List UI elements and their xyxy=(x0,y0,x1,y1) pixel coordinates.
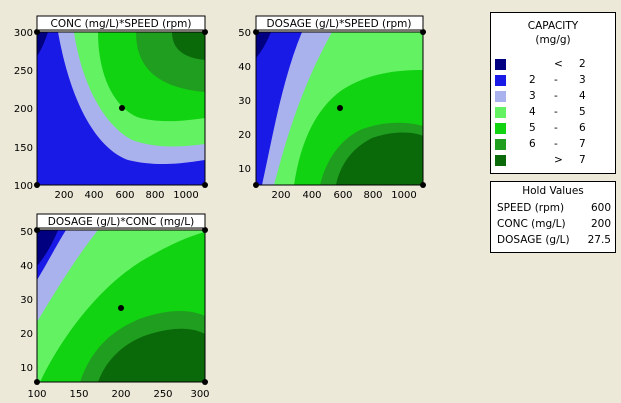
hold-label: CONC (mg/L) xyxy=(497,218,566,230)
plot-title: DOSAGE (g/L)*CONC (mg/L) xyxy=(48,216,194,228)
y-tick-label: 10 xyxy=(20,363,33,374)
x-tick-label: 600 xyxy=(115,190,134,201)
legend-high: 7 xyxy=(579,138,586,150)
legend-item: 2 - 3 xyxy=(495,74,613,87)
hold-point xyxy=(118,305,124,311)
hold-values-panel: Hold Values SPEED (rpm) 600 CONC (mg/L) … xyxy=(490,181,616,253)
legend-op: < xyxy=(554,58,563,70)
legend-swatch xyxy=(495,123,506,134)
y-tick-label: 40 xyxy=(238,62,251,73)
legend-low: 4 xyxy=(529,106,536,118)
legend-low: 3 xyxy=(529,90,536,102)
x-tick-label: 800 xyxy=(145,190,164,201)
plot-title: DOSAGE (g/L)*SPEED (rpm) xyxy=(267,18,412,30)
y-tick-label: 200 xyxy=(14,104,33,115)
y-tick-label: 30 xyxy=(20,295,33,306)
y-tick-label: 50 xyxy=(238,28,251,39)
x-tick-label: 200 xyxy=(54,190,73,201)
legend-swatch xyxy=(495,91,506,102)
legend-swatch xyxy=(495,107,506,118)
y-tick-label: 20 xyxy=(238,130,251,141)
y-tick-label: 30 xyxy=(238,96,251,107)
plot-dosage-speed: DOSAGE (g/L)*SPEED (rpm) 200 400 600 800… xyxy=(238,15,426,201)
y-tick-label: 150 xyxy=(14,143,33,154)
legend-high: 2 xyxy=(579,58,586,70)
legend-title: CAPACITY (mg/g) xyxy=(491,19,615,47)
legend-swatch xyxy=(495,75,506,86)
legend-op: - xyxy=(554,122,558,134)
y-tick-label: 10 xyxy=(238,164,251,175)
legend-low: 2 xyxy=(529,74,536,86)
y-tick-label: 50 xyxy=(20,227,33,238)
x-tick-label: 200 xyxy=(111,389,130,400)
legend-title-unit: (mg/g) xyxy=(535,34,571,46)
y-tick-label: 40 xyxy=(20,261,33,272)
hold-row: DOSAGE (g/L) 27.5 xyxy=(497,234,613,248)
hold-label: SPEED (rpm) xyxy=(497,202,565,214)
x-tick-label: 200 xyxy=(271,190,290,201)
legend-high: 7 xyxy=(579,154,586,166)
legend-item: > 7 xyxy=(495,154,613,167)
x-tick-label: 300 xyxy=(190,389,209,400)
x-tick-label: 1000 xyxy=(173,190,198,201)
hold-row: SPEED (rpm) 600 xyxy=(497,202,613,216)
legend-op: > xyxy=(554,154,563,166)
legend-low: 5 xyxy=(529,122,536,134)
legend-high: 5 xyxy=(579,106,586,118)
legend-item: 3 - 4 xyxy=(495,90,613,103)
x-tick-label: 100 xyxy=(27,389,46,400)
hold-value: 27.5 xyxy=(587,234,611,246)
legend-item: 6 - 7 xyxy=(495,138,613,151)
y-tick-label: 300 xyxy=(14,28,33,39)
x-tick-label: 400 xyxy=(302,190,321,201)
x-tick-label: 150 xyxy=(69,389,88,400)
hold-point xyxy=(337,105,343,111)
x-tick-label: 400 xyxy=(84,190,103,201)
legend-high: 4 xyxy=(579,90,586,102)
hold-value: 200 xyxy=(590,218,611,230)
hold-label: DOSAGE (g/L) xyxy=(497,234,570,246)
legend-op: - xyxy=(554,90,558,102)
legend-swatch xyxy=(495,155,506,166)
legend-high: 3 xyxy=(579,74,586,86)
legend-op: - xyxy=(554,138,558,150)
legend-swatch xyxy=(495,139,506,150)
x-tick-label: 600 xyxy=(333,190,352,201)
x-tick-label: 250 xyxy=(153,389,172,400)
y-tick-label: 20 xyxy=(20,329,33,340)
plot-conc-speed: CONC (mg/L)*SPEED (rpm) 200 400 600 800 … xyxy=(14,15,208,201)
legend-op: - xyxy=(554,74,558,86)
plot-dosage-conc: DOSAGE (g/L)*CONC (mg/L) 100 150 200 250… xyxy=(20,213,210,400)
legend-item: 5 - 6 xyxy=(495,122,613,135)
plot-title: CONC (mg/L)*SPEED (rpm) xyxy=(51,18,192,30)
y-tick-label: 100 xyxy=(14,181,33,192)
hold-row: CONC (mg/L) 200 xyxy=(497,218,613,232)
legend-item: 4 - 5 xyxy=(495,106,613,119)
legend-swatch xyxy=(495,59,506,70)
hold-values-title: Hold Values xyxy=(522,185,584,197)
legend-item: < 2 xyxy=(495,58,613,71)
legend-title-line: CAPACITY xyxy=(527,20,579,32)
y-tick-label: 250 xyxy=(14,66,33,77)
legend-high: 6 xyxy=(579,122,586,134)
legend-op: - xyxy=(554,106,558,118)
hold-point xyxy=(119,105,125,111)
hold-value: 600 xyxy=(590,202,611,214)
legend: CAPACITY (mg/g) < 2 2 - 3 3 - 4 4 - 5 5 … xyxy=(490,12,616,174)
x-tick-label: 1000 xyxy=(391,190,416,201)
legend-low: 6 xyxy=(529,138,536,150)
x-tick-label: 800 xyxy=(363,190,382,201)
